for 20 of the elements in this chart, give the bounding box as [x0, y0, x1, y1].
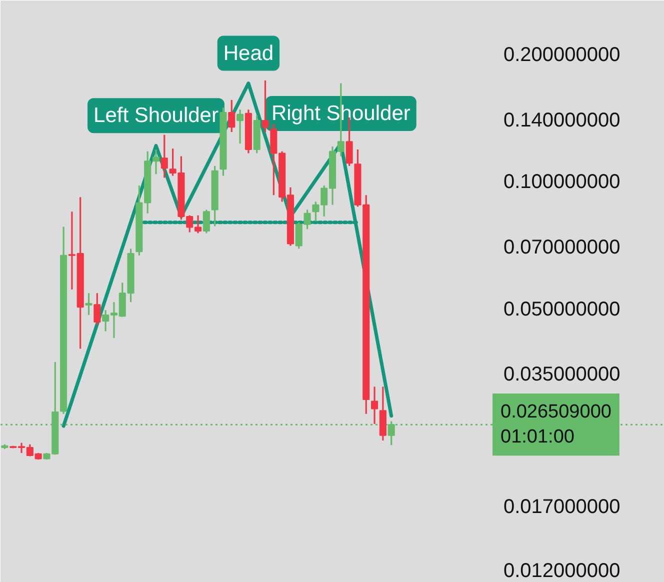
y-tick-label: 0.035000000	[504, 364, 620, 386]
candlestick	[236, 108, 244, 144]
y-tick-label: 0.100000000	[504, 171, 620, 194]
y-tick-label: 0.070000000	[504, 236, 620, 259]
candlestick	[160, 134, 168, 179]
candlestick	[85, 292, 92, 316]
candlestick	[262, 80, 269, 133]
ref-line-label: 0.026509000 01:01:00	[500, 401, 612, 448]
y-tick-label: 0.012000000	[504, 560, 620, 582]
y-tick-label: 0.140000000	[504, 110, 620, 132]
candlestick	[228, 99, 236, 133]
annotation: Right Shoulder	[271, 102, 410, 126]
candlestick	[202, 208, 210, 234]
y-tick-label: 0.200000000	[504, 44, 620, 66]
y-tick-label: 0.050000000	[504, 298, 620, 320]
annotation: Left Shoulder	[94, 104, 218, 128]
y-tick-label: 0.017000000	[504, 496, 620, 518]
candlestick	[94, 292, 101, 326]
candlestick	[371, 386, 378, 425]
annotation: Head	[223, 42, 274, 65]
